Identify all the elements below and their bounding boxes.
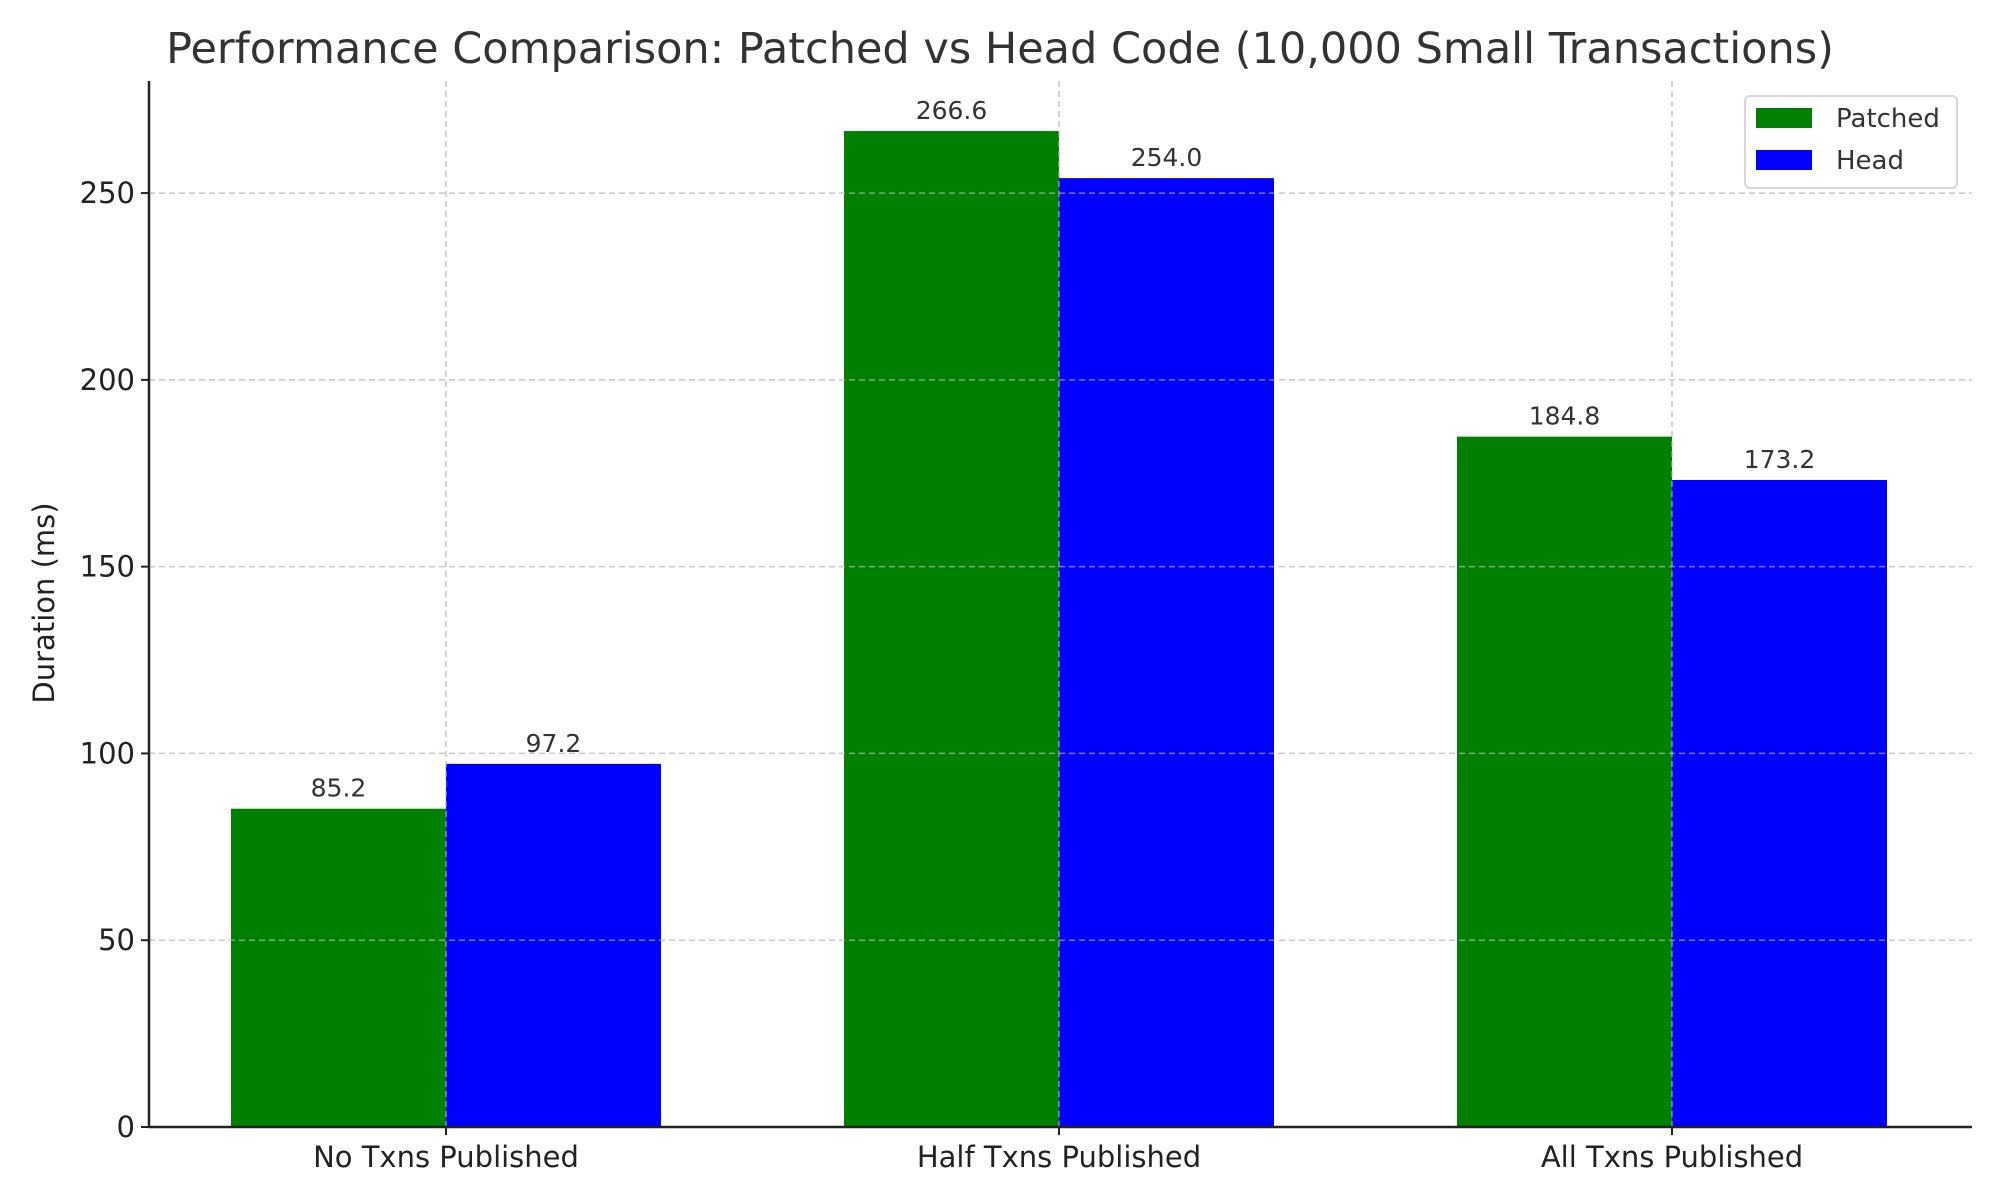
- bars: [149, 81, 1972, 1128]
- y-tick-label: 100: [80, 736, 135, 770]
- bar-patched: [844, 131, 1059, 1127]
- data-label-patched: 266.6: [916, 96, 988, 125]
- legend-label-head: Head: [1836, 146, 1904, 176]
- data-labels: 85.2 266.6 184.8 97.2 254.0 173.2: [311, 96, 1816, 803]
- y-tick-label: 150: [80, 550, 135, 584]
- bar-head: [446, 763, 661, 1127]
- data-label-head: 97.2: [526, 729, 582, 758]
- legend-swatch-patched: [1756, 108, 1812, 128]
- bar-patched: [231, 808, 446, 1127]
- data-label-patched: 184.8: [1529, 402, 1601, 431]
- data-label-head: 254.0: [1131, 143, 1203, 172]
- y-tick-label: 250: [80, 176, 135, 210]
- y-axis-label: Duration (ms): [27, 502, 61, 703]
- y-tick-label: 50: [98, 923, 135, 957]
- bar-head: [1672, 479, 1887, 1128]
- y-ticks: 0 50 100 150 200 250: [80, 176, 149, 1144]
- bar-patched: [1457, 436, 1672, 1127]
- legend: Patched Head: [1744, 95, 1958, 189]
- bar-head: [1059, 178, 1274, 1128]
- x-ticks: No Txns Published Half Txns Published All …: [313, 1127, 1803, 1174]
- y-tick-label: 200: [80, 363, 135, 397]
- x-tick-label: No Txns Published: [313, 1140, 579, 1174]
- x-tick-label: Half Txns Published: [917, 1140, 1201, 1174]
- data-label-head: 173.2: [1744, 445, 1816, 474]
- data-label-patched: 85.2: [311, 774, 367, 803]
- x-tick-label: All Txns Published: [1541, 1140, 1803, 1174]
- chart-title: Performance Comparison: Patched vs Head …: [166, 24, 1834, 74]
- legend-label-patched: Patched: [1836, 104, 1940, 134]
- legend-swatch-head: [1756, 150, 1812, 170]
- y-tick-label: 0: [117, 1110, 135, 1144]
